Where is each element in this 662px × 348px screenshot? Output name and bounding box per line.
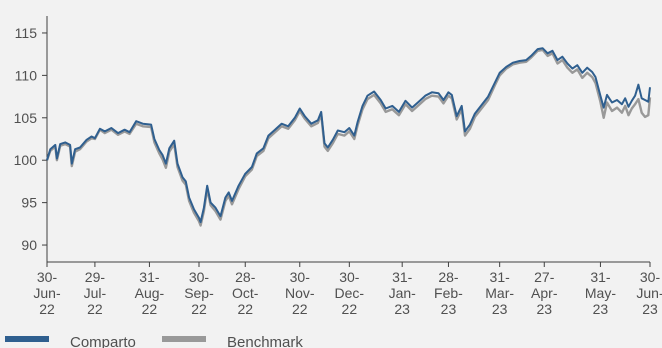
x-tick-label-line: Jun- [33, 285, 61, 301]
x-tick-label-line: 29- [85, 269, 106, 285]
x-tick-label-line: 22 [87, 301, 103, 317]
y-tick-label: 110 [15, 67, 38, 83]
y-tick-label: 115 [15, 25, 38, 41]
x-tick-label-line: 30- [640, 269, 661, 285]
x-tick-label-line: Oct- [232, 285, 259, 301]
x-tick-label-line: 22 [39, 301, 55, 317]
x-tick-label-line: 23 [492, 301, 508, 317]
x-tick-label-line: Jun- [636, 285, 662, 301]
chart-axes [46, 16, 650, 263]
x-tick-label-line: 22 [191, 301, 207, 317]
y-tick-label: 90 [21, 237, 37, 253]
x-tick-label-line: Apr- [531, 285, 558, 301]
x-tick-label-line: 31- [590, 269, 611, 285]
x-tick-label-line: 31- [392, 269, 413, 285]
x-tick-label-line: Aug- [135, 285, 165, 301]
x-tick-label-line: 31- [490, 269, 511, 285]
x-tick-label-line: Mar- [485, 285, 514, 301]
x-tick-label: 27-Apr-23 [531, 269, 558, 317]
x-tick-label-line: 30- [189, 269, 210, 285]
x-tick-label: 30-Sep-22 [184, 269, 214, 317]
x-tick-label-line: 28- [438, 269, 459, 285]
x-tick-label-line: 27- [534, 269, 555, 285]
x-tick-label: 30-Dec-22 [335, 269, 365, 317]
series-line-comparto [46, 47, 651, 224]
x-axis-ticks: 30-Jun-2229-Jul-2231-Aug-2230-Sep-2228-O… [33, 262, 662, 317]
x-tick-label: 31-Mar-23 [485, 269, 514, 317]
series-line-benchmark [45, 48, 652, 227]
x-tick-label: 31-Jan-23 [389, 269, 417, 317]
x-tick-label-line: 23 [642, 301, 658, 317]
y-axis-ticks: 90 95 100 105 110 115 [14, 25, 47, 253]
x-tick-label-line: Nov- [285, 285, 315, 301]
x-tick-label-line: 30- [290, 269, 311, 285]
x-tick-label-line: Feb- [434, 285, 463, 301]
x-tick-label: 30-Jun-23 [636, 269, 662, 317]
x-tick-label: 30-Jun-22 [33, 269, 61, 317]
x-tick-label-line: 31- [139, 269, 160, 285]
x-tick-label-line: 22 [142, 301, 158, 317]
x-tick-label-line: Jan- [389, 285, 417, 301]
x-tick-label-line: 30- [339, 269, 360, 285]
x-tick-label-line: 22 [342, 301, 358, 317]
x-tick-label-line: Jul- [84, 285, 107, 301]
y-tick-label: 95 [21, 195, 37, 211]
x-tick-label-line: Sep- [184, 285, 214, 301]
x-tick-label-line: 22 [237, 301, 253, 317]
x-tick-label: 28-Feb-23 [434, 269, 463, 317]
legend-swatch-benchmark [162, 336, 206, 342]
x-tick-label: 28-Oct-22 [232, 269, 259, 317]
x-tick-label-line: 23 [441, 301, 457, 317]
x-tick-label-line: 22 [292, 301, 308, 317]
x-tick-label-line: 30- [37, 269, 58, 285]
x-tick-label: 31-May-23 [585, 269, 616, 317]
x-tick-label: 31-Aug-22 [135, 269, 165, 317]
legend-swatch-comparto [5, 336, 49, 342]
x-tick-label-line: Dec- [335, 285, 365, 301]
legend: Comparto Benchmark [5, 334, 303, 348]
y-tick-label: 105 [14, 110, 38, 126]
x-tick-label-line: May- [585, 285, 616, 301]
plot-area [45, 47, 652, 227]
x-tick-label-line: 23 [593, 301, 609, 317]
x-tick-label: 30-Nov-22 [285, 269, 315, 317]
legend-label-comparto: Comparto [70, 334, 136, 348]
legend-label-benchmark: Benchmark [227, 334, 303, 348]
y-tick-label: 100 [14, 152, 38, 168]
x-tick-label-line: 28- [235, 269, 256, 285]
x-tick-label: 29-Jul-22 [84, 269, 107, 317]
x-tick-label-line: 23 [394, 301, 410, 317]
x-tick-label-line: 23 [536, 301, 552, 317]
